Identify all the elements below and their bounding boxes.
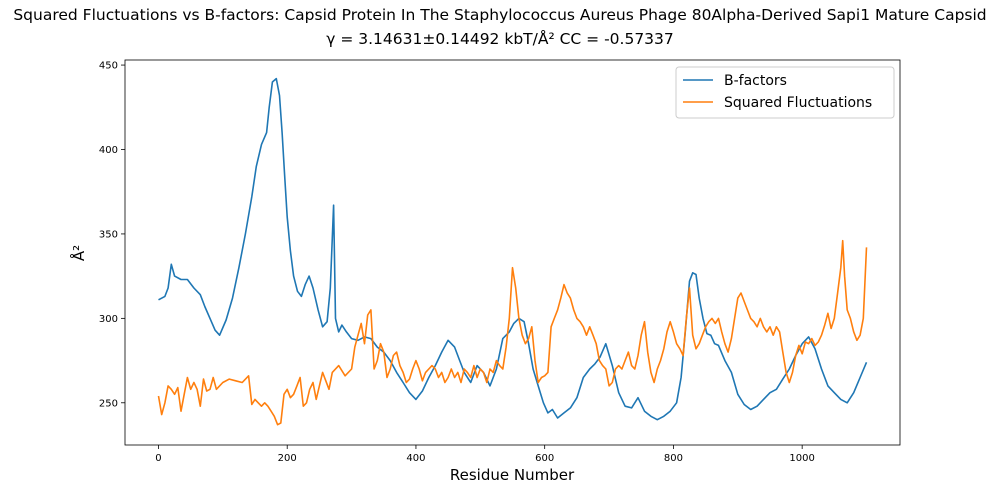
x-tick-label: 200: [278, 453, 297, 464]
x-tick-label: 600: [535, 453, 554, 464]
x-axis-ticks: 0 200 400 600 800 1000: [155, 445, 815, 464]
legend-box: [675, 66, 895, 119]
plot-frame: [124, 59, 901, 446]
x-axis-label: Residue Number: [449, 466, 575, 484]
y-tick-label: 350: [99, 229, 118, 240]
x-tick-label: 0: [155, 453, 161, 464]
series-line-squared-fluctuations: [157, 239, 868, 426]
legend: B-factors Squared Fluctuations: [675, 66, 895, 119]
chart-subtitle: γ = 3.14631±0.14492 kbT/Å² CC = -0.57337: [326, 30, 674, 48]
series-line-b-factors: [158, 77, 868, 421]
legend-label-b-factors: B-factors: [724, 73, 787, 89]
series-layer: [157, 77, 868, 426]
y-tick-label: 250: [99, 398, 118, 409]
plot-background: [125, 60, 900, 445]
y-tick-label: 400: [99, 145, 118, 156]
y-tick-label: 300: [99, 314, 118, 325]
plot-area: [124, 59, 901, 446]
x-tick-label: 1000: [789, 453, 814, 464]
y-tick-label: 450: [99, 61, 118, 72]
y-axis-label: Å²: [70, 244, 88, 262]
chart-title: Squared Fluctuations vs B-factors: Capsi…: [13, 6, 987, 24]
y-axis-ticks: 250 300 350 400 450: [99, 61, 125, 409]
x-tick-label: 400: [406, 453, 425, 464]
legend-label-squared-fluctuations: Squared Fluctuations: [724, 95, 872, 111]
x-tick-label: 800: [664, 453, 683, 464]
